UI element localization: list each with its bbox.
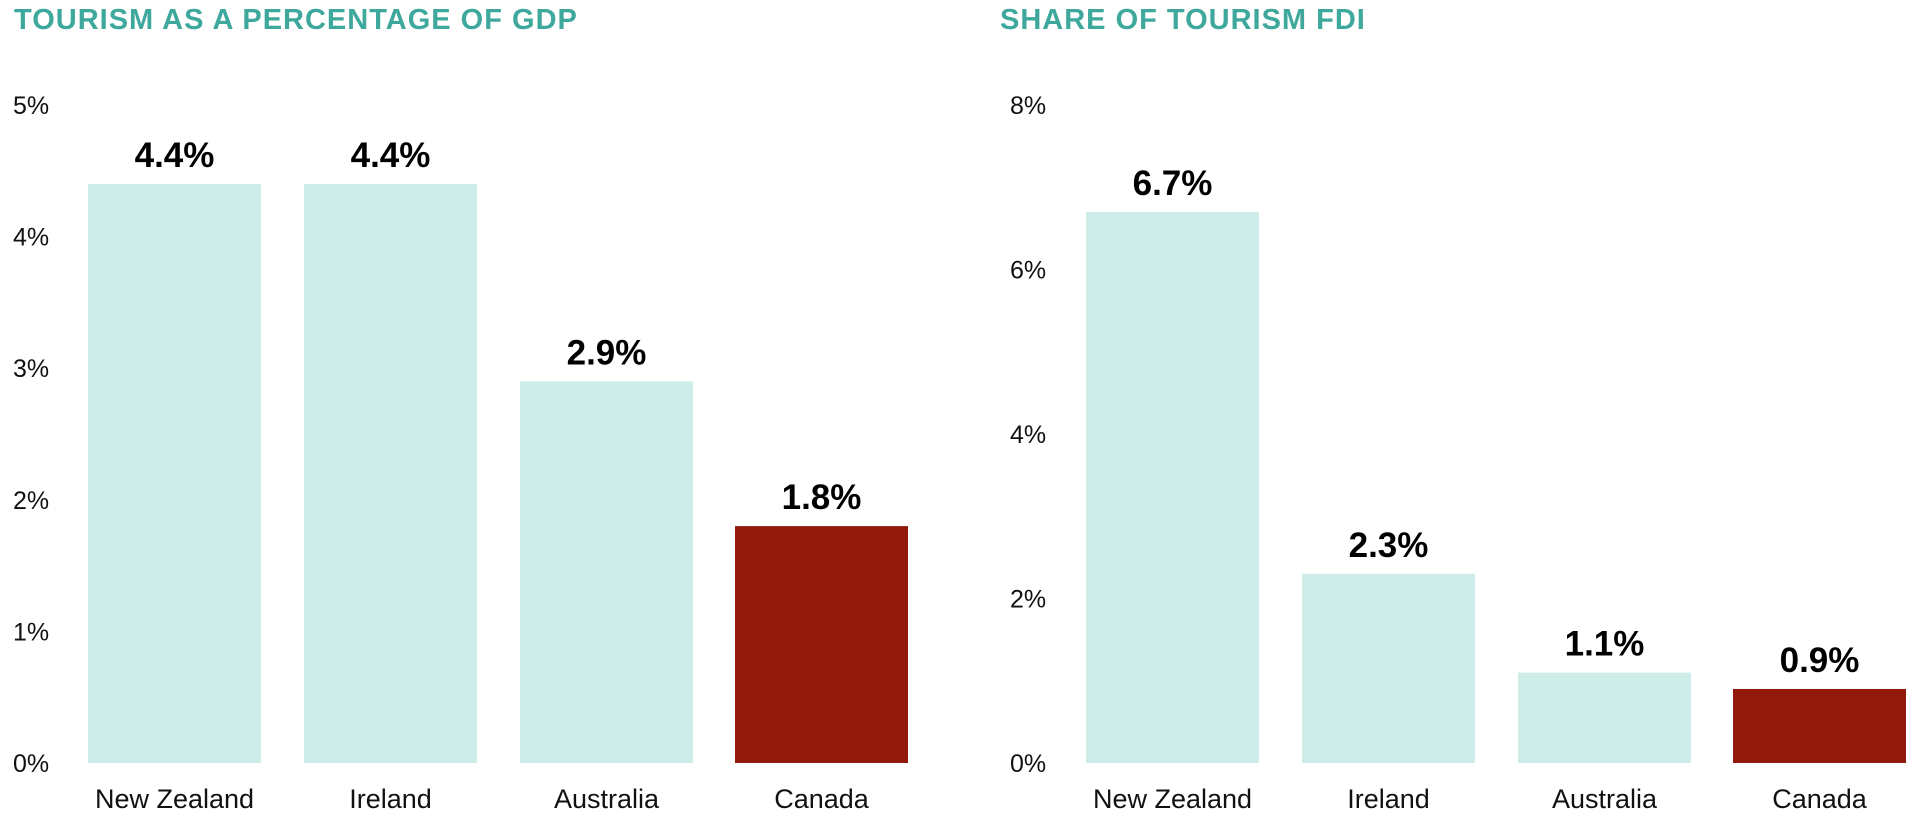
fdi-category-label-australia: Australia: [1552, 784, 1658, 814]
fdi-bar-canada: [1733, 688, 1906, 763]
gdp-y-tick-label: 4%: [13, 224, 49, 252]
fdi-category-label-canada: Canada: [1772, 784, 1868, 814]
gdp-category-label-australia: Australia: [554, 784, 660, 814]
gdp-bar-australia: [520, 381, 693, 763]
fdi-value-label-ireland: 2.3%: [1349, 526, 1429, 565]
gdp-value-label-canada: 1.8%: [782, 478, 862, 517]
gdp-y-tick-label: 3%: [13, 355, 49, 383]
gdp-bar-canada: [735, 526, 908, 763]
fdi-y-tick-label: 2%: [1010, 586, 1046, 614]
gdp-value-label-ireland: 4.4%: [351, 136, 431, 175]
gdp-category-label-new-zealand: New Zealand: [95, 784, 254, 814]
gdp-bar-ireland: [304, 183, 477, 763]
gdp-category-label-canada: Canada: [774, 784, 870, 814]
gdp-y-tick-label: 1%: [13, 618, 49, 646]
gdp-chart-title: TOURISM AS A PERCENTAGE OF GDP: [14, 4, 578, 36]
fdi-bar-new-zealand: [1086, 211, 1259, 764]
fdi-bar-australia: [1518, 672, 1691, 763]
fdi-bar-ireland: [1302, 573, 1475, 763]
fdi-value-label-canada: 0.9%: [1780, 641, 1860, 680]
fdi-y-tick-label: 4%: [1010, 421, 1046, 449]
fdi-category-label-new-zealand: New Zealand: [1093, 784, 1252, 814]
fdi-value-label-australia: 1.1%: [1565, 625, 1645, 664]
fdi-y-tick-label: 6%: [1010, 257, 1046, 285]
fdi-y-tick-label: 8%: [1010, 92, 1046, 120]
gdp-bar-new-zealand: [88, 183, 261, 763]
gdp-category-label-ireland: Ireland: [349, 784, 432, 814]
gdp-chart: TOURISM AS A PERCENTAGE OF GDP 0% 1% 2% 3% 4…: [13, 4, 908, 814]
fdi-chart: SHARE OF TOURISM FDI 0% 2% 4% 6% 8% 6.7% New Z…: [1000, 4, 1906, 814]
gdp-value-label-australia: 2.9%: [567, 333, 647, 372]
fdi-chart-title: SHARE OF TOURISM FDI: [1000, 4, 1366, 36]
fdi-category-label-ireland: Ireland: [1347, 784, 1430, 814]
gdp-y-tick-label: 2%: [13, 487, 49, 515]
gdp-value-label-new-zealand: 4.4%: [135, 136, 215, 175]
gdp-y-tick-label: 0%: [13, 750, 49, 778]
gdp-y-tick-label: 5%: [13, 92, 49, 120]
fdi-value-label-new-zealand: 6.7%: [1133, 164, 1213, 203]
fdi-y-tick-label: 0%: [1010, 750, 1046, 778]
